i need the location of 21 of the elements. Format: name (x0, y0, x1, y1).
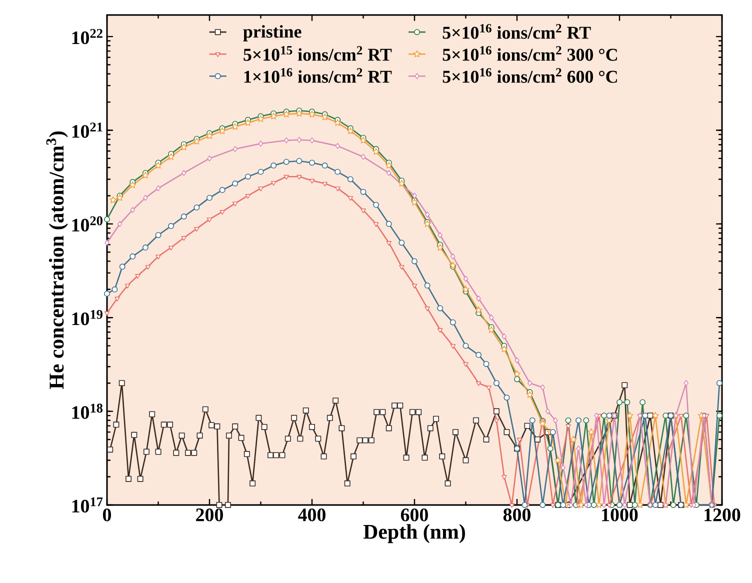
y-tick-label: 10$^{22}$ (72, 28, 102, 44)
legend-label: 5×10$^{16}$ ions/cm$^{2}$ 300 °C (442, 46, 617, 61)
y-axis-title: He concentration (atom/cm$^{3}$) (46, 132, 68, 390)
legend-label: 5×10$^{16}$ ions/cm$^{2}$ RT (442, 24, 591, 39)
x-tick-label: 400 (298, 508, 326, 522)
y-tick-label: 10$^{18}$ (72, 404, 103, 419)
y-tick-label: 10$^{21}$ (72, 122, 102, 138)
legend-label: 1×10$^{16}$ ions/cm$^{2}$ RT (244, 68, 392, 83)
legend-label: pristine (243, 25, 302, 42)
x-tick-label: 1200 (704, 508, 740, 522)
x-tick-label: 1000 (602, 508, 638, 522)
x-tick-label: 200 (196, 508, 223, 522)
y-tick-label: 10$^{19}$ (72, 310, 102, 326)
legend-label: 5×10$^{16}$ ions/cm$^{2}$ 600 °C (442, 68, 617, 83)
legend-label: 5×10$^{15}$ ions/cm$^{2}$ RT (244, 46, 392, 61)
x-tick-label: 600 (400, 508, 428, 522)
y-tick-label: 10$^{17}$ (72, 497, 103, 513)
x-tick-label: 0 (102, 508, 112, 522)
x-tick-label: 800 (503, 508, 530, 522)
x-axis-title: Depth (nm) (363, 524, 465, 544)
y-tick-label: 10$^{20}$ (72, 216, 102, 232)
